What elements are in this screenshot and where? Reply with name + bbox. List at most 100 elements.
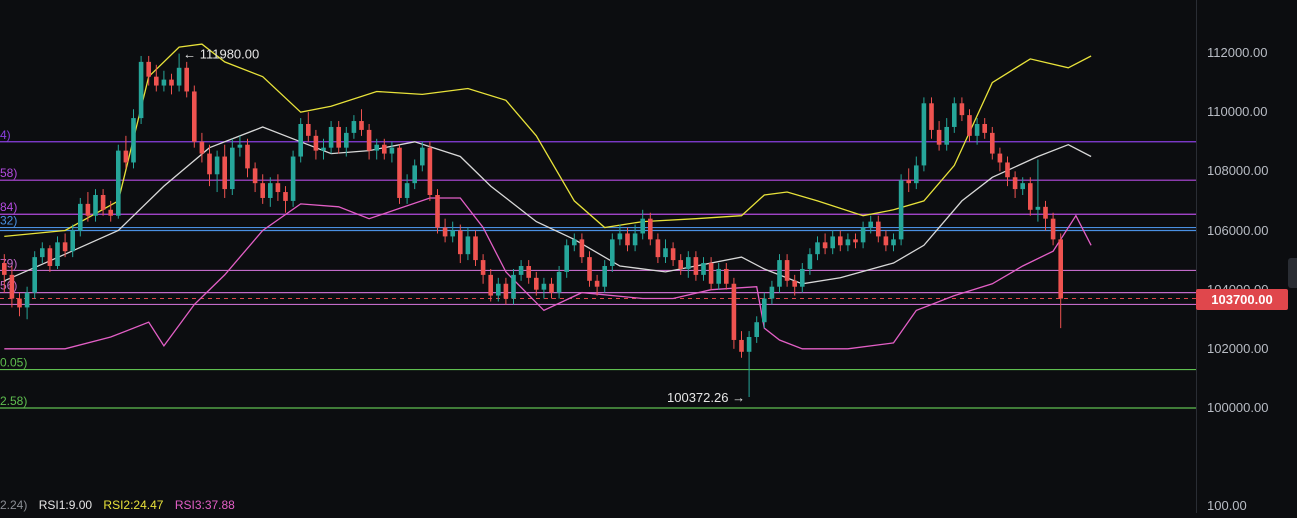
candle[interactable] xyxy=(762,292,767,329)
candle[interactable] xyxy=(769,280,775,305)
candle[interactable] xyxy=(678,254,683,275)
candle[interactable] xyxy=(131,109,136,169)
candle[interactable] xyxy=(1028,177,1033,216)
candle[interactable] xyxy=(883,230,889,252)
candle[interactable] xyxy=(1005,156,1010,187)
candle[interactable] xyxy=(230,138,235,195)
candle[interactable] xyxy=(990,126,995,160)
candle[interactable] xyxy=(138,55,144,124)
candle[interactable] xyxy=(70,224,75,258)
candle[interactable] xyxy=(967,109,972,142)
candle[interactable] xyxy=(321,138,326,160)
candle[interactable] xyxy=(2,254,7,293)
candle[interactable] xyxy=(549,277,554,299)
candle[interactable] xyxy=(632,224,638,252)
candle[interactable] xyxy=(518,260,524,281)
candle[interactable] xyxy=(116,144,121,219)
candle[interactable] xyxy=(420,141,425,172)
candle[interactable] xyxy=(534,271,539,296)
candle[interactable] xyxy=(237,135,243,157)
candle[interactable] xyxy=(807,248,813,275)
candle[interactable] xyxy=(503,277,509,305)
candle[interactable] xyxy=(344,126,349,157)
candle[interactable] xyxy=(62,233,68,258)
candle[interactable] xyxy=(427,141,433,201)
candle[interactable] xyxy=(701,257,706,281)
candle[interactable] xyxy=(382,138,387,160)
candle[interactable] xyxy=(556,266,562,299)
candle[interactable] xyxy=(898,174,904,246)
candle[interactable] xyxy=(268,177,273,207)
candle[interactable] xyxy=(594,274,600,296)
candle[interactable] xyxy=(275,174,281,201)
candle[interactable] xyxy=(85,192,91,222)
candle[interactable] xyxy=(123,135,129,169)
candle[interactable] xyxy=(313,129,319,160)
candle[interactable] xyxy=(564,239,569,278)
candle[interactable] xyxy=(55,236,60,269)
candle[interactable] xyxy=(359,109,364,136)
candle[interactable] xyxy=(108,200,113,222)
candle[interactable] xyxy=(853,233,858,249)
candle[interactable] xyxy=(480,254,486,284)
candle[interactable] xyxy=(17,292,22,317)
candle[interactable] xyxy=(997,147,1003,172)
candle[interactable] xyxy=(435,189,440,234)
candle[interactable] xyxy=(617,224,623,246)
candle[interactable] xyxy=(914,156,919,190)
candle[interactable] xyxy=(663,239,668,264)
candle[interactable] xyxy=(283,186,288,213)
candle[interactable] xyxy=(199,132,205,163)
candle[interactable] xyxy=(891,233,896,252)
candle[interactable] xyxy=(306,112,311,142)
candle[interactable] xyxy=(473,230,478,267)
candle[interactable] xyxy=(9,266,15,308)
candle[interactable] xyxy=(929,97,934,139)
candle[interactable] xyxy=(655,233,661,264)
candle[interactable] xyxy=(625,227,630,252)
candle[interactable] xyxy=(397,144,402,204)
candle[interactable] xyxy=(32,251,37,299)
candle[interactable] xyxy=(974,118,980,145)
candle[interactable] xyxy=(192,85,197,148)
candle[interactable] xyxy=(815,236,820,261)
candle[interactable] xyxy=(47,245,53,272)
candle[interactable] xyxy=(830,230,835,255)
candle[interactable] xyxy=(640,209,645,240)
candle[interactable] xyxy=(708,257,714,290)
candle[interactable] xyxy=(944,118,949,151)
candle[interactable] xyxy=(169,73,174,95)
candle[interactable] xyxy=(982,118,987,139)
candle[interactable] xyxy=(784,254,790,287)
candle[interactable] xyxy=(154,64,159,92)
candle[interactable] xyxy=(792,274,797,296)
candle[interactable] xyxy=(959,97,965,122)
candle[interactable] xyxy=(404,174,410,204)
candle[interactable] xyxy=(222,144,227,198)
candle[interactable] xyxy=(800,263,805,293)
candle[interactable] xyxy=(496,277,501,302)
candle[interactable] xyxy=(78,197,83,237)
candle[interactable] xyxy=(777,254,782,293)
candle[interactable] xyxy=(845,233,851,252)
candle[interactable] xyxy=(602,260,607,293)
candle[interactable] xyxy=(572,233,577,252)
candle[interactable] xyxy=(450,221,455,243)
candle[interactable] xyxy=(176,53,182,92)
candle[interactable] xyxy=(610,233,615,272)
candle[interactable] xyxy=(1043,200,1048,231)
price-axis[interactable]: 114000.00 112000.00 110000.00 108000.00 1060… xyxy=(1196,0,1297,513)
candle[interactable] xyxy=(1012,171,1018,198)
candle[interactable] xyxy=(526,260,531,284)
candle[interactable] xyxy=(1020,177,1025,195)
candle[interactable] xyxy=(40,242,45,264)
candle[interactable] xyxy=(252,162,258,193)
candle[interactable] xyxy=(936,121,942,151)
candle[interactable] xyxy=(389,141,395,163)
candle[interactable] xyxy=(746,331,752,397)
candle[interactable] xyxy=(260,174,265,204)
candle[interactable] xyxy=(161,70,167,92)
candle[interactable] xyxy=(754,316,759,343)
candle[interactable] xyxy=(921,97,927,172)
